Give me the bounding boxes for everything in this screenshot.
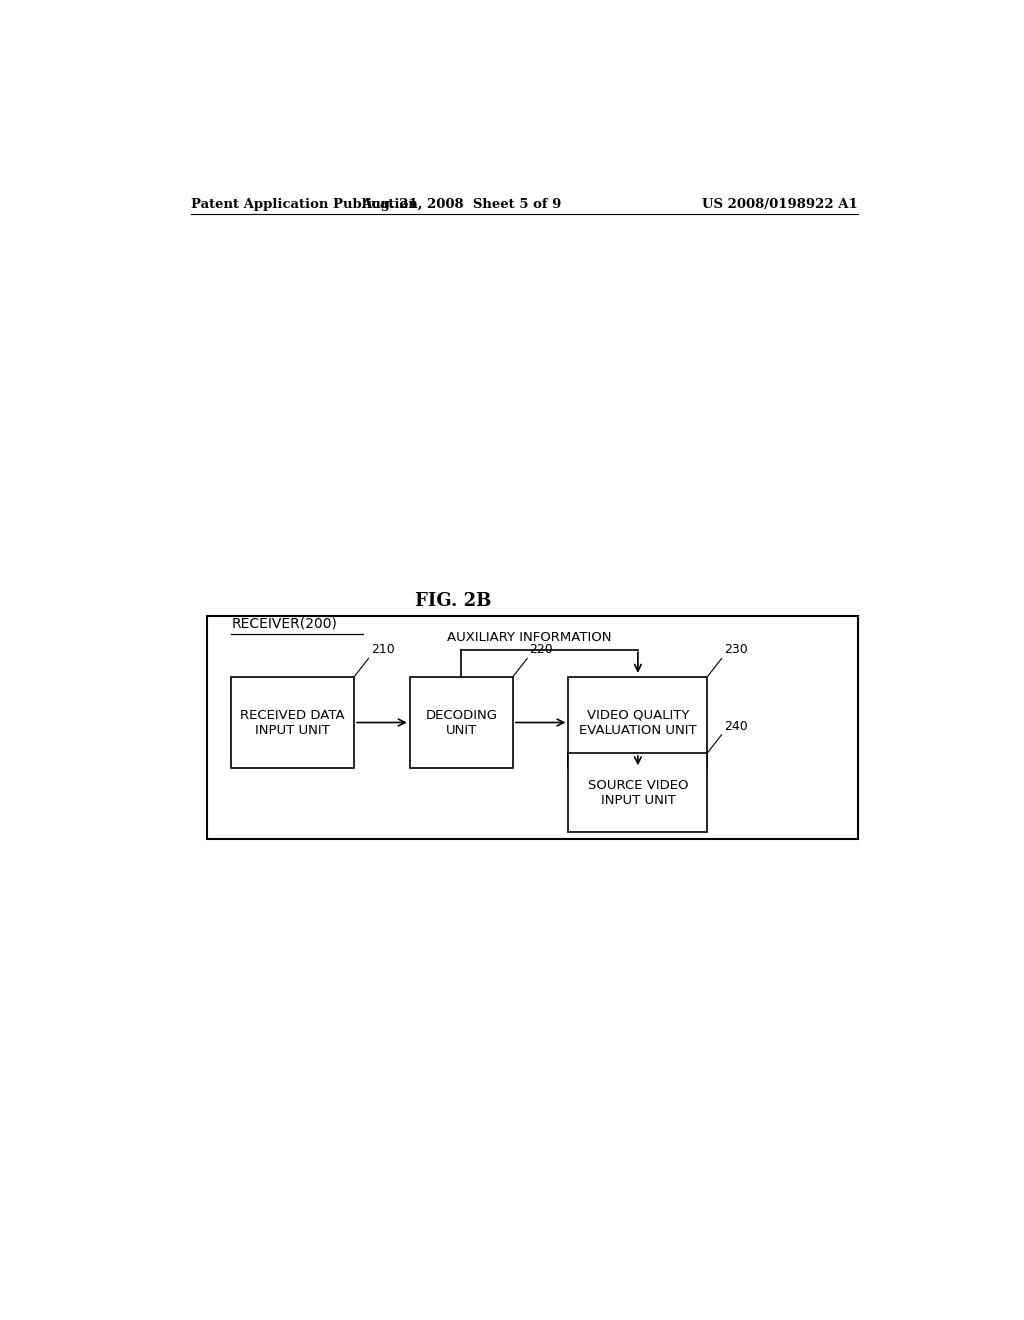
Bar (207, 615, 858, 840)
Bar (410, 677, 513, 768)
Text: SOURCE VIDEO
INPUT UNIT: SOURCE VIDEO INPUT UNIT (588, 779, 688, 807)
Bar (568, 752, 708, 833)
Text: 240: 240 (724, 719, 748, 733)
Bar (231, 677, 354, 768)
Text: RECEIVER(200): RECEIVER(200) (231, 616, 337, 630)
Text: RECEIVED DATA
INPUT UNIT: RECEIVED DATA INPUT UNIT (241, 709, 345, 737)
Bar (568, 677, 708, 768)
Text: 220: 220 (529, 643, 553, 656)
Text: AUXILIARY INFORMATION: AUXILIARY INFORMATION (446, 631, 611, 644)
Text: DECODING
UNIT: DECODING UNIT (425, 709, 498, 737)
Text: Patent Application Publication: Patent Application Publication (191, 198, 418, 211)
Text: US 2008/0198922 A1: US 2008/0198922 A1 (702, 198, 858, 211)
Text: 210: 210 (371, 643, 394, 656)
Text: 230: 230 (724, 643, 748, 656)
Text: Aug. 21, 2008  Sheet 5 of 9: Aug. 21, 2008 Sheet 5 of 9 (361, 198, 561, 211)
Text: FIG. 2B: FIG. 2B (415, 591, 492, 610)
Text: VIDEO QUALITY
EVALUATION UNIT: VIDEO QUALITY EVALUATION UNIT (580, 709, 696, 737)
